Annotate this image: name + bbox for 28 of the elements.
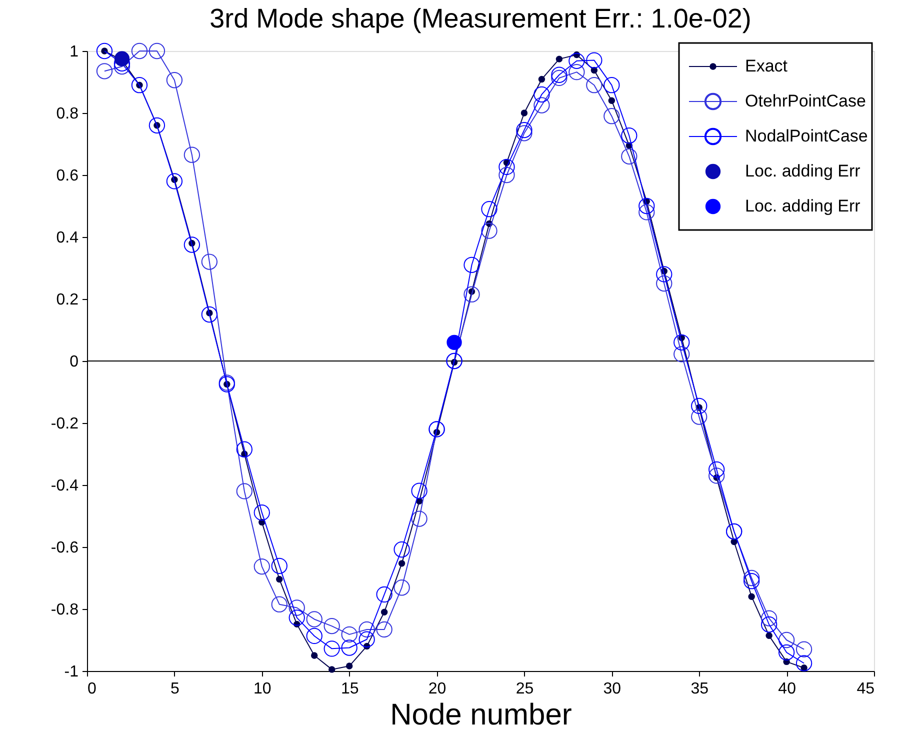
y-tick-label: 0.6 [56, 168, 79, 184]
legend-label: Loc. adding Err [745, 162, 861, 180]
legend-label: Exact [745, 56, 788, 76]
y-tick-label: 0.2 [56, 292, 79, 308]
legend-label: Loc. adding Err [745, 196, 861, 216]
x-tick-label: 5 [170, 680, 180, 698]
y-tick-label: 1 [70, 44, 79, 60]
y-tick-label: 0 [70, 354, 79, 370]
chart-title: 3rd Mode shape (Measurement Err.: 1.0e-02) [210, 3, 752, 34]
y-tick-label: -1 [64, 664, 79, 680]
y-tick-label: -0.4 [50, 478, 79, 494]
x-tick-label: 40 [778, 680, 796, 698]
x-tick-label: 45 [856, 680, 875, 698]
x-tick-label: 0 [88, 680, 96, 698]
y-tick-label: 0.8 [56, 106, 79, 122]
y-tick-label: 0.4 [56, 230, 79, 246]
legend-label: NodalPointCase [745, 126, 868, 146]
x-tick-label: 35 [690, 680, 709, 698]
x-tick-label: 30 [603, 680, 622, 698]
x-tick-label: 25 [516, 680, 534, 698]
y-tick-label: -0.2 [50, 416, 79, 432]
legend-label: OtehrPointCase [745, 92, 866, 110]
y-tick-label: -0.6 [50, 540, 79, 556]
x-tick-label: 20 [428, 680, 446, 698]
x-tick-label: 10 [253, 680, 272, 698]
x-axis-title: Node number [390, 698, 572, 732]
y-tick-label: -0.8 [50, 602, 79, 618]
x-tick-label: 15 [340, 680, 359, 698]
